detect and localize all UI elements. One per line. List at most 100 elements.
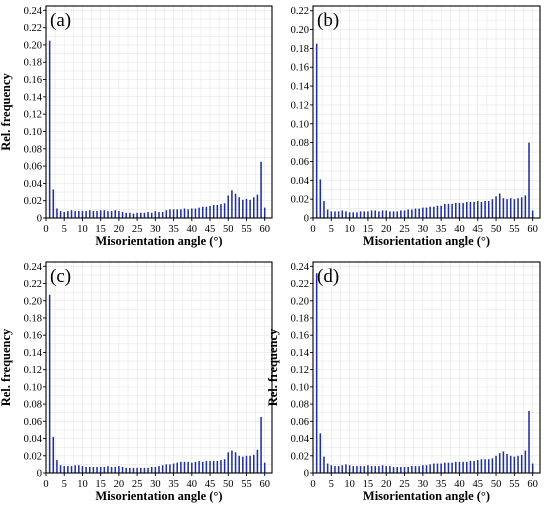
bar [425,465,428,473]
bar [411,466,413,473]
bar [209,460,211,473]
bar [389,211,391,218]
bar [201,206,204,218]
bar [462,202,464,218]
chart-panel-2: 0 5 10 15 20 25 30 35 40 45 50 55 60 0 0.02 0.04 0.06 0.0… [291,5,541,248]
bar [132,213,135,218]
x-tick-label: 15 [95,479,106,490]
y-tick-label: 0.20 [291,25,309,36]
x-tick-label: 55 [509,224,520,235]
bar [118,466,120,473]
bar [491,199,494,218]
y-tick-label: 0.12 [291,100,309,111]
bar [260,417,262,473]
y-tick-label: 0.14 [24,92,43,103]
bar [114,210,117,218]
bar [378,466,380,473]
bar [466,461,468,473]
bar [337,466,340,473]
x-tick-label: 60 [527,479,538,490]
bar [359,466,362,473]
x-tick-label: 0 [310,479,315,490]
bar [48,294,51,473]
x-tick-label: 60 [259,479,270,490]
bar [392,211,395,218]
bar [433,463,435,473]
y-tick-label: 0.24 [291,262,310,273]
bar [392,466,395,473]
bar [263,207,266,218]
bar [436,205,439,218]
bar [180,209,182,218]
bar [67,466,69,473]
bar [513,456,516,473]
bar [403,466,406,473]
bar [491,458,494,473]
bar [498,453,501,473]
y-tick-label: 0.22 [24,23,42,34]
x-tick-label: 40 [187,479,198,490]
bar [212,205,215,218]
bar [48,40,51,218]
bar [209,205,211,218]
bar [227,452,230,473]
bar [136,212,138,218]
x-tick-label: 40 [187,224,198,235]
bar [201,461,204,473]
x-tick-label: 35 [436,224,447,235]
bar [125,467,127,473]
bar [524,450,527,473]
x-tick-label: 5 [329,224,334,235]
bar [433,206,435,218]
y-tick-label: 0.18 [24,313,42,324]
bar [363,466,366,473]
bar [198,460,200,473]
bar [238,455,240,473]
bar [473,201,475,218]
bar [191,208,193,218]
bar [323,456,325,473]
bar [458,461,461,473]
bar [67,211,69,218]
bar [341,465,344,473]
bar [374,210,377,218]
bar [114,466,117,473]
x-axis-label: Misorientation angle (°) [95,234,222,248]
bar [370,210,373,218]
bar [172,209,175,218]
bar [444,462,446,473]
x-tick-label: 10 [77,479,88,490]
bar [52,189,55,218]
y-tick-label: 0 [304,214,309,225]
x-tick-label: 15 [363,479,374,490]
y-tick-label: 0.20 [24,40,42,51]
bar [367,211,369,218]
x-tick-label: 0 [310,224,315,235]
x-tick-label: 25 [132,224,143,235]
bar [462,461,464,473]
plot-frame [45,5,273,219]
bar [407,466,409,473]
bar [216,460,219,473]
bar [169,209,171,218]
bar [70,210,73,218]
y-tick-label: 0.08 [291,138,309,149]
bar [403,210,406,218]
bar [341,210,344,218]
bar [150,212,153,218]
chart-panel-3: 0 5 10 15 20 25 30 35 40 45 50 55 60 0 0.02 0.04 0.06 0.0… [0,261,273,503]
bar [132,467,135,473]
bar [330,211,333,218]
y-tick-label: 0.10 [24,382,42,393]
bar [381,210,384,218]
x-tick-label: 55 [241,224,252,235]
bar [495,455,497,473]
chart-panel-1: 0 5 10 15 20 25 30 35 40 45 50 55 60 0 0.02 0.04 0.06 0.0… [0,5,273,248]
bar [381,465,384,473]
y-tick-label: 0.04 [24,434,43,445]
bar [140,467,142,473]
bar [234,193,237,218]
bar [319,179,322,218]
bar [418,466,420,473]
x-tick-label: 5 [62,479,67,490]
